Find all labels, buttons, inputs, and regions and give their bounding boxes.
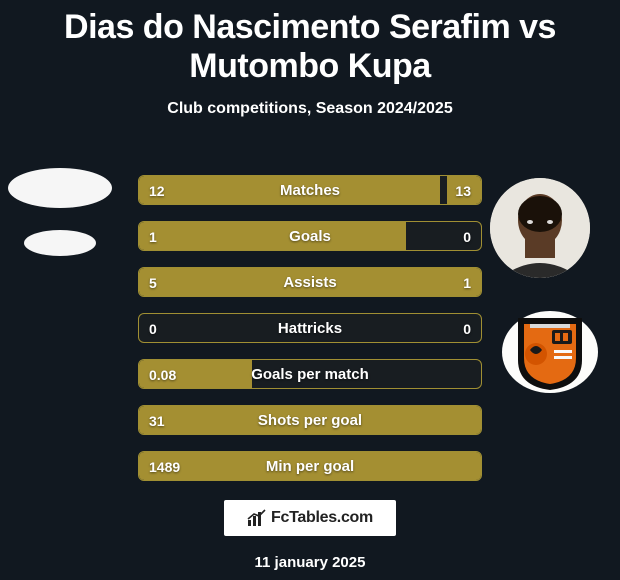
stat-value-right: 0 xyxy=(463,314,471,342)
chart-icon xyxy=(247,509,267,527)
stat-value-right: 0 xyxy=(463,222,471,250)
stat-row: 31Shots per goal xyxy=(138,405,482,435)
stat-row: 12Matches13 xyxy=(138,175,482,205)
player-right-avatar xyxy=(490,178,590,278)
player-left-avatar-2 xyxy=(24,230,96,256)
stat-row: 1489Min per goal xyxy=(138,451,482,481)
stat-label: Hattricks xyxy=(139,314,481,342)
page-title: Dias do Nascimento Serafim vs Mutombo Ku… xyxy=(0,0,620,86)
stat-label: Goals xyxy=(139,222,481,250)
player-right-club-crest xyxy=(500,310,600,395)
stat-row: 0Hattricks0 xyxy=(138,313,482,343)
stat-value-right: 1 xyxy=(463,268,471,296)
stat-label: Matches xyxy=(139,176,481,204)
stat-row: 0.08Goals per match xyxy=(138,359,482,389)
stat-label: Shots per goal xyxy=(139,406,481,434)
date-label: 11 january 2025 xyxy=(0,554,620,571)
stat-label: Assists xyxy=(139,268,481,296)
stat-row: 1Goals0 xyxy=(138,221,482,251)
branding-text: FcTables.com xyxy=(271,509,373,527)
player-left-avatar-1 xyxy=(8,168,112,208)
stat-label: Min per goal xyxy=(139,452,481,480)
stat-row: 5Assists1 xyxy=(138,267,482,297)
stats-comparison: 12Matches131Goals05Assists10Hattricks00.… xyxy=(138,175,482,497)
branding-badge: FcTables.com xyxy=(224,500,396,536)
stat-label: Goals per match xyxy=(139,360,481,388)
subtitle: Club competitions, Season 2024/2025 xyxy=(0,100,620,118)
stat-value-right: 13 xyxy=(455,176,471,204)
